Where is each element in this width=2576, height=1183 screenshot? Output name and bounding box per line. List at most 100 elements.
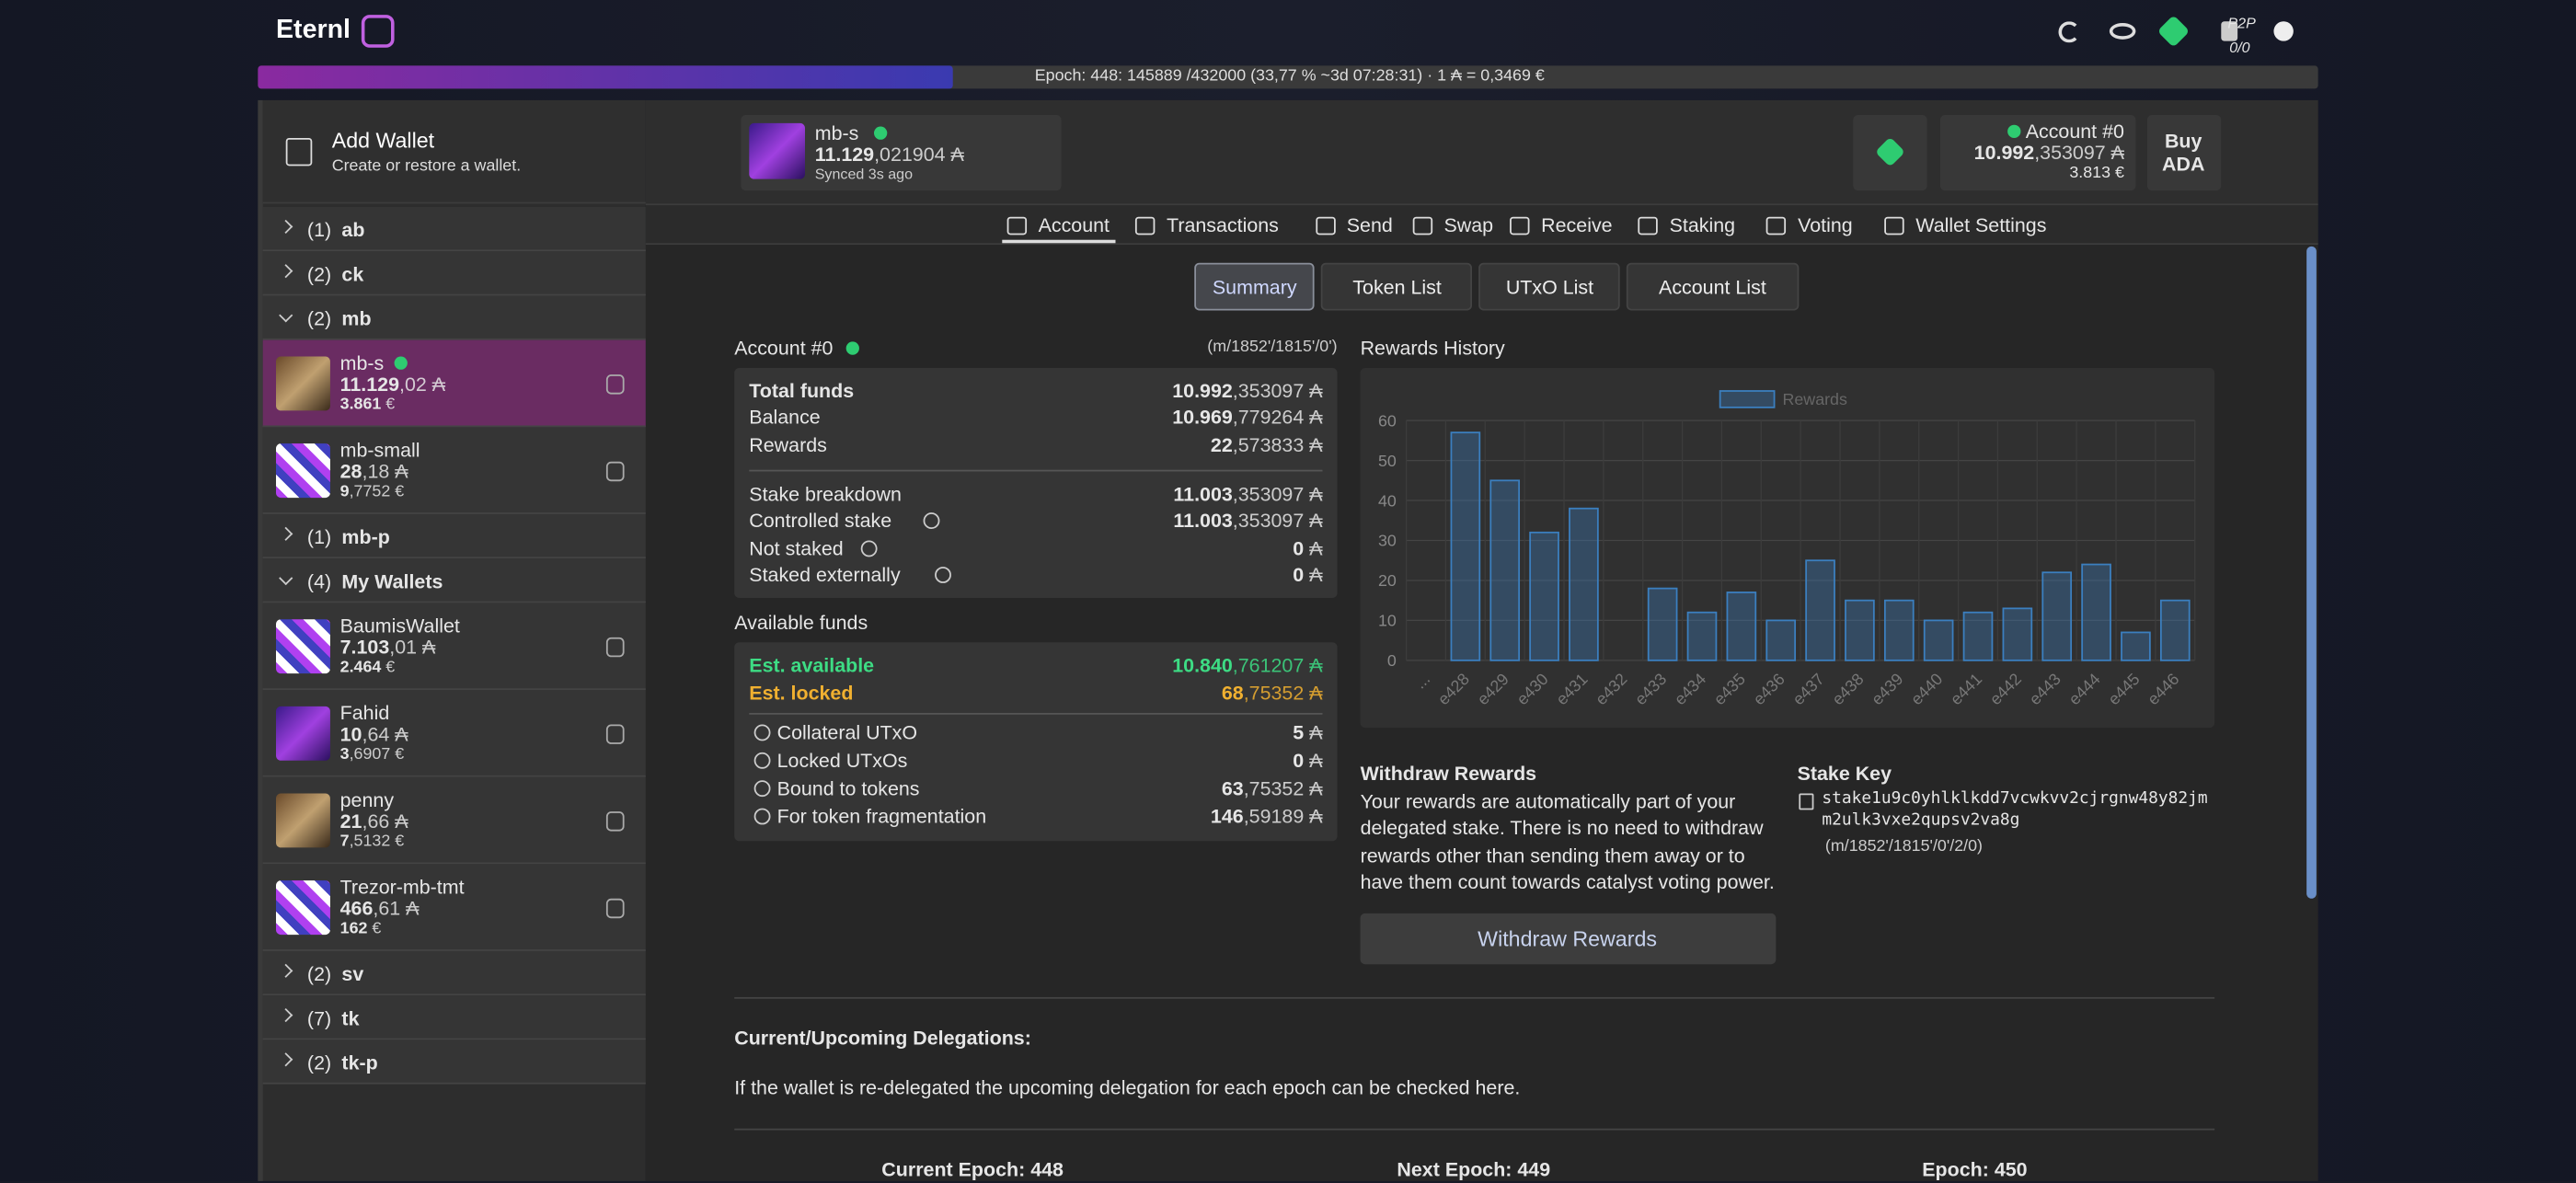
nav-tab[interactable]: Account — [1038, 213, 1110, 237]
wallet-group[interactable] — [262, 558, 646, 603]
amount-rest: ,59189 ₳ — [1243, 804, 1323, 828]
subtab-button[interactable] — [1478, 262, 1621, 311]
nav-icon[interactable] — [1315, 216, 1336, 235]
nav-tab[interactable]: Staking — [1669, 213, 1736, 237]
info-icon — [753, 780, 771, 798]
bar — [1883, 599, 1915, 661]
sync-icon[interactable] — [2058, 21, 2080, 43]
add-wallet[interactable] — [262, 99, 646, 204]
section-title: Account #0 — [734, 337, 834, 361]
subtab-button[interactable] — [1321, 262, 1473, 311]
wallet-fiat: 3,6907 € — [340, 742, 405, 769]
wallet-avatar — [275, 793, 330, 848]
row-amount: 10.840,761207 ₳ — [1172, 652, 1322, 679]
amount-rest: ,779264 ₳ — [1232, 406, 1323, 430]
buy-button[interactable] — [2146, 114, 2222, 191]
wallet-menu-icon[interactable] — [605, 724, 625, 744]
subtab-label[interactable]: Summary — [1212, 275, 1297, 299]
amount-rest: € — [367, 919, 382, 938]
row-label: Staked externally — [749, 563, 901, 587]
wallet-group[interactable] — [262, 251, 646, 296]
nav-bar — [645, 205, 2318, 246]
subtab-button[interactable] — [1194, 262, 1316, 311]
account-card-balance: 10.992,353097 ₳ — [1974, 140, 2124, 167]
section-title: Stake Key — [1797, 762, 1892, 786]
y-tick-label: 0 — [1387, 651, 1397, 670]
subtab-label[interactable]: Token List — [1352, 275, 1442, 299]
wallet-group[interactable] — [262, 995, 646, 1040]
scrollbar[interactable] — [2306, 246, 2317, 899]
available-box — [734, 642, 1338, 842]
amount-rest: € — [381, 396, 396, 414]
group-count: (2) — [306, 306, 332, 330]
amount-rest: ,7752 € — [349, 482, 405, 501]
nav-icon[interactable] — [1135, 216, 1156, 235]
x-tick-label: e439 — [1868, 670, 1906, 708]
theme-icon[interactable] — [2273, 21, 2294, 41]
wallet-menu-icon[interactable] — [605, 637, 625, 658]
wallet-group[interactable] — [262, 295, 646, 340]
wallet-group[interactable] — [262, 206, 646, 252]
amount-main: 3.861 — [339, 396, 382, 414]
nav-icon[interactable] — [1006, 216, 1028, 235]
wallet-menu-icon[interactable] — [605, 898, 625, 919]
amount-main: 10.992 — [1172, 379, 1233, 403]
nav-tab[interactable]: Swap — [1443, 213, 1494, 237]
amount-main: 10.969 — [1172, 406, 1233, 430]
subtab-label[interactable]: UTxO List — [1505, 275, 1594, 299]
wallet-menu-icon[interactable] — [605, 374, 625, 395]
amount-main: 9 — [339, 482, 350, 501]
row-label: Rewards — [749, 433, 827, 457]
epoch-heading: Epoch: 450 — [1922, 1157, 2028, 1181]
subtab-button[interactable] — [1627, 262, 1799, 311]
connect-icon[interactable] — [2156, 15, 2191, 48]
copy-icon[interactable] — [1799, 793, 1814, 810]
row-amount: 10.992,353097 ₳ — [1172, 378, 1322, 405]
eye-icon[interactable] — [2109, 22, 2136, 40]
legend-swatch — [1719, 390, 1776, 408]
amount-main: 28 — [339, 459, 362, 483]
withdraw-button-label[interactable]: Withdraw Rewards — [1478, 926, 1657, 951]
nav-icon[interactable] — [1766, 216, 1787, 235]
withdraw-button[interactable] — [1360, 913, 1777, 965]
x-tick-label: e430 — [1513, 670, 1552, 708]
amount-rest: ,61 ₳ — [373, 896, 420, 920]
subtab-label[interactable]: Account List — [1659, 275, 1766, 299]
wallet-group[interactable] — [262, 950, 646, 996]
group-name: ab — [341, 218, 365, 242]
nav-tab[interactable]: Wallet Settings — [1915, 213, 2047, 237]
x-tick-label: e428 — [1434, 670, 1473, 708]
nav-icon[interactable] — [1510, 216, 1530, 235]
bar — [2041, 571, 2073, 661]
amount-rest: ₳ — [1304, 563, 1323, 587]
nav-tab[interactable]: Send — [1346, 213, 1393, 237]
amount-rest: ,66 ₳ — [362, 810, 408, 833]
stake-key[interactable]: stake1u9c0yhlklkdd7vcwkvv2cjrgnw48y82jmm… — [1822, 789, 2208, 830]
add-wallet-icon — [285, 137, 313, 167]
chart-title: Rewards History — [1360, 337, 1505, 361]
amount-rest: ,353097 ₳ — [1232, 509, 1323, 533]
nav-icon[interactable] — [1638, 216, 1659, 235]
x-tick-label: e445 — [2104, 670, 2143, 708]
nav-tab[interactable]: Voting — [1798, 213, 1853, 237]
wallet-group[interactable] — [262, 513, 646, 559]
wallet-group[interactable] — [262, 1039, 646, 1085]
group-count: (7) — [306, 1006, 332, 1030]
group-count: (1) — [306, 218, 332, 242]
buy-button-label[interactable]: Buy ADA — [2161, 130, 2205, 177]
group-count: (4) — [306, 569, 332, 593]
nav-icon[interactable] — [1884, 216, 1904, 235]
network-label: P2P — [2227, 15, 2256, 31]
x-tick-label: e435 — [1710, 670, 1749, 708]
amount-rest: ₳ — [1304, 536, 1323, 560]
node-icon[interactable] — [2221, 21, 2238, 41]
wallet-menu-icon[interactable] — [605, 811, 625, 832]
wallet-menu-icon[interactable] — [605, 461, 625, 482]
nav-icon[interactable] — [1412, 216, 1432, 235]
account-card[interactable] — [1939, 114, 2136, 191]
brand: Eternl — [275, 16, 351, 45]
bar — [1726, 592, 1757, 661]
nav-tab[interactable]: Transactions — [1167, 213, 1279, 237]
nav-tab[interactable]: Receive — [1541, 213, 1613, 237]
group-name: mb — [341, 306, 372, 330]
